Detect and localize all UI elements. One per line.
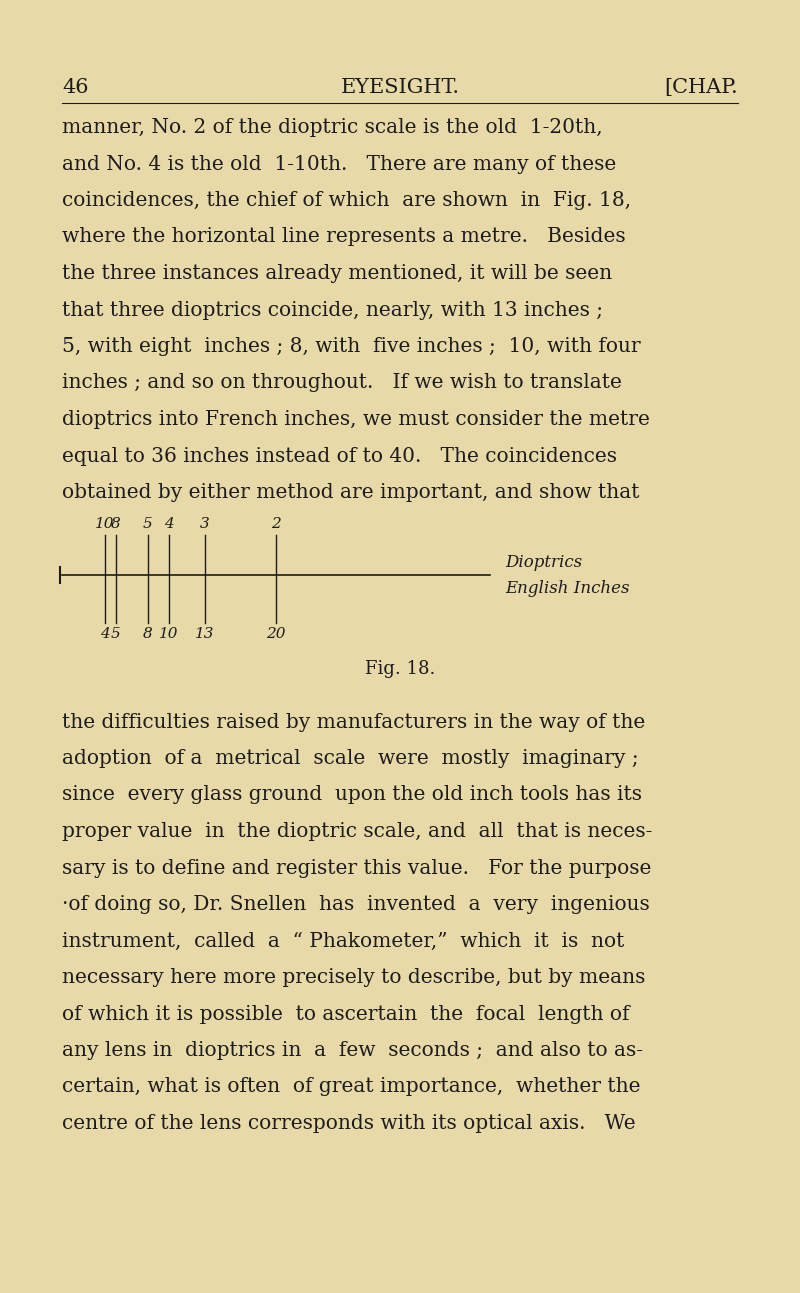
Text: that three dioptrics coincide, nearly, with 13 inches ;: that three dioptrics coincide, nearly, w… bbox=[62, 300, 603, 319]
Text: 5: 5 bbox=[142, 516, 153, 530]
Text: Dioptrics: Dioptrics bbox=[505, 553, 582, 572]
Text: ·of doing so, Dr. Snellen  has  invented  a  very  ingenious: ·of doing so, Dr. Snellen has invented a… bbox=[62, 895, 650, 914]
Text: 5: 5 bbox=[110, 627, 120, 640]
Text: where the horizontal line represents a metre.   Besides: where the horizontal line represents a m… bbox=[62, 228, 626, 247]
Text: instrument,  called  a  “ Phakometer,”  which  it  is  not: instrument, called a “ Phakometer,” whic… bbox=[62, 931, 624, 950]
Text: 13: 13 bbox=[194, 627, 214, 640]
Text: manner, No. 2 of the dioptric scale is the old  1-20th,: manner, No. 2 of the dioptric scale is t… bbox=[62, 118, 602, 137]
Text: of which it is possible  to ascertain  the  focal  length of: of which it is possible to ascertain the… bbox=[62, 1005, 630, 1024]
Text: 8: 8 bbox=[110, 516, 120, 530]
Text: since  every glass ground  upon the old inch tools has its: since every glass ground upon the old in… bbox=[62, 786, 642, 804]
Text: equal to 36 inches instead of to 40.   The coincidences: equal to 36 inches instead of to 40. The… bbox=[62, 446, 617, 465]
Text: obtained by either method are important, and show that: obtained by either method are important,… bbox=[62, 484, 639, 502]
Text: adoption  of a  metrical  scale  were  mostly  imaginary ;: adoption of a metrical scale were mostly… bbox=[62, 749, 638, 768]
Text: inches ; and so on throughout.   If we wish to translate: inches ; and so on throughout. If we wis… bbox=[62, 374, 622, 393]
Text: 3: 3 bbox=[200, 516, 210, 530]
Text: 46: 46 bbox=[62, 78, 89, 97]
Text: the difficulties raised by manufacturers in the way of the: the difficulties raised by manufacturers… bbox=[62, 712, 646, 732]
Text: 4: 4 bbox=[164, 516, 174, 530]
Text: necessary here more precisely to describe, but by means: necessary here more precisely to describ… bbox=[62, 968, 646, 987]
Text: any lens in  dioptrics in  a  few  seconds ;  and also to as-: any lens in dioptrics in a few seconds ;… bbox=[62, 1041, 643, 1060]
Text: [CHAP.: [CHAP. bbox=[664, 78, 738, 97]
Text: 5, with eight  inches ; 8, with  five inches ;  10, with four: 5, with eight inches ; 8, with five inch… bbox=[62, 337, 641, 356]
Text: 4: 4 bbox=[100, 627, 110, 640]
Text: and No. 4 is the old  1-10th.   There are many of these: and No. 4 is the old 1-10th. There are m… bbox=[62, 154, 616, 173]
Text: dioptrics into French inches, we must consider the metre: dioptrics into French inches, we must co… bbox=[62, 410, 650, 429]
Text: the three instances already mentioned, it will be seen: the three instances already mentioned, i… bbox=[62, 264, 612, 283]
Text: 2: 2 bbox=[271, 516, 281, 530]
Text: EYESIGHT.: EYESIGHT. bbox=[341, 78, 459, 97]
Text: 20: 20 bbox=[266, 627, 286, 640]
Text: 8: 8 bbox=[142, 627, 153, 640]
Text: 10: 10 bbox=[95, 516, 114, 530]
Text: sary is to define and register this value.   For the purpose: sary is to define and register this valu… bbox=[62, 859, 651, 878]
Text: Fig. 18.: Fig. 18. bbox=[365, 661, 435, 679]
Text: centre of the lens corresponds with its optical axis.   We: centre of the lens corresponds with its … bbox=[62, 1115, 636, 1133]
Text: certain, what is often  of great importance,  whether the: certain, what is often of great importan… bbox=[62, 1077, 641, 1096]
Text: proper value  in  the dioptric scale, and  all  that is neces-: proper value in the dioptric scale, and … bbox=[62, 822, 652, 840]
Text: 10: 10 bbox=[159, 627, 178, 640]
Text: English Inches: English Inches bbox=[505, 581, 630, 597]
Text: coincidences, the chief of which  are shown  in  Fig. 18,: coincidences, the chief of which are sho… bbox=[62, 191, 631, 209]
